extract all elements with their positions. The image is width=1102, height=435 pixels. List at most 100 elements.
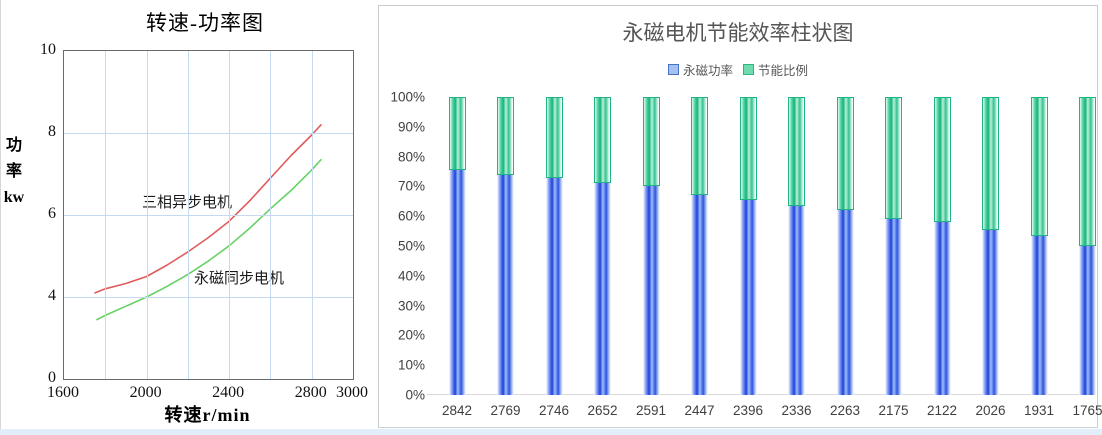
x-axis-line	[427, 394, 1093, 395]
bar-chart-x-axis-labels: 2842 2769 2746 2652 2591 2447 2396 2336 2263 2175…	[429, 403, 1102, 423]
y-axis-title-char: kw	[3, 189, 25, 206]
bar-segment-green	[594, 97, 611, 184]
y-tick-label: 30%	[397, 298, 425, 314]
bar-segment-blue	[1030, 235, 1048, 395]
y-tick-label: 8	[48, 123, 56, 140]
bar-segment-green	[885, 97, 902, 220]
bar-segment-blue	[885, 219, 902, 395]
y-tick-label: 10%	[397, 357, 425, 373]
y-tick-label: 40%	[397, 268, 425, 284]
stacked-bar-2026[interactable]	[982, 97, 999, 395]
y-tick-label: 0%	[405, 387, 425, 403]
stacked-bar-2591[interactable]	[642, 97, 660, 395]
x-tick-label: 3000	[336, 384, 368, 401]
y-tick-label: 100%	[390, 89, 425, 105]
legend-swatch-icon	[743, 64, 754, 75]
speed-power-line-chart[interactable]: 转速-功率图 功率 kw 三相异步电机 永磁同步电机 转速r/min 0 4 6 8 10…	[0, 0, 372, 430]
stacked-bar-2122[interactable]	[933, 97, 951, 395]
bar-segment-blue	[497, 174, 514, 395]
legend-item-永磁功率[interactable]: 永磁功率	[667, 60, 733, 79]
x-category-label: 2175	[878, 403, 909, 418]
y-tick-label: 20%	[397, 327, 425, 343]
left-chart-y-axis-title: 功率 kw	[2, 133, 26, 211]
legend-label: 永磁功率	[682, 64, 733, 78]
x-category-label: 2652	[587, 403, 618, 418]
x-tick-label: 2400	[212, 384, 245, 401]
bar-segment-green	[982, 97, 999, 230]
x-category-label: 2591	[635, 403, 667, 418]
bar-segment-green	[497, 97, 514, 175]
stacked-bar-2842[interactable]	[448, 97, 466, 395]
series-label-three-phase-async-motor: 三相异步电机	[142, 191, 232, 212]
bar-segment-blue	[982, 229, 999, 395]
stacked-bar-2447[interactable]	[691, 97, 708, 395]
energy-saving-bar-chart-panel[interactable]: 永磁电机节能效率柱状图 永磁功率 节能比例 0% 10% 20% 30% 40% 50% 60…	[378, 5, 1102, 428]
x-category-label: 1765	[1072, 403, 1102, 418]
bottom-strip	[0, 429, 1102, 435]
line-series-三相异步电机	[94, 124, 322, 294]
y-tick-label: 80%	[397, 149, 425, 165]
y-tick-label: 50%	[397, 238, 425, 254]
bar-segment-green	[691, 97, 708, 196]
bar-segment-blue	[1079, 246, 1096, 395]
bar-segment-green	[545, 97, 563, 178]
y-axis-title-char: 率	[5, 163, 22, 180]
y-tick-label: 90%	[397, 119, 425, 135]
x-category-label: 2396	[732, 403, 764, 418]
bar-segment-green	[739, 97, 757, 200]
y-tick-label: 60%	[397, 208, 425, 224]
gridline-horizontal	[64, 215, 353, 216]
gridline-horizontal	[64, 297, 353, 298]
x-category-label: 2026	[975, 403, 1006, 418]
y-tick-label: 0	[48, 369, 56, 386]
legend-swatch-icon	[667, 64, 679, 75]
stacked-bar-2746[interactable]	[545, 97, 563, 395]
stacked-bar-2336[interactable]	[788, 97, 805, 395]
bar-segment-blue	[642, 186, 660, 395]
x-category-label: 2263	[829, 403, 861, 418]
bar-chart-plot-area	[427, 97, 1096, 395]
bar-segment-green	[448, 97, 466, 170]
line-series-svg	[94, 124, 322, 321]
bar-segment-blue	[594, 183, 611, 395]
stacked-bar-2652[interactable]	[594, 97, 611, 395]
bar-chart-legend: 永磁功率 节能比例	[379, 60, 1097, 79]
y-tick-label: 10	[40, 41, 56, 58]
stacked-bar-2263[interactable]	[836, 97, 854, 395]
y-tick-label: 4	[48, 287, 56, 304]
line-series-永磁同步电机	[96, 158, 322, 321]
stacked-bar-2396[interactable]	[739, 97, 757, 395]
left-chart-plot-area: 三相异步电机 永磁同步电机	[63, 50, 354, 380]
x-tick-label: 1600	[47, 384, 79, 401]
x-category-label: 2122	[926, 403, 958, 418]
series-label-pm-sync-motor: 永磁同步电机	[194, 271, 285, 287]
left-chart-x-axis-title: 转速r/min	[164, 405, 251, 425]
x-category-label: 2447	[684, 403, 715, 418]
x-category-label: 2336	[781, 403, 812, 418]
x-category-label: 2769	[490, 403, 521, 418]
bar-segment-green	[933, 97, 951, 223]
stacked-bar-2175[interactable]	[885, 97, 902, 395]
x-category-label: 2842	[441, 403, 473, 418]
left-edge-divider	[0, 0, 1, 429]
bar-segment-blue	[691, 195, 708, 395]
x-tick-label: 2000	[129, 384, 162, 401]
legend-label: 节能比例	[758, 64, 809, 78]
left-chart-title: 转速-功率图	[146, 11, 264, 35]
bar-segment-blue	[545, 177, 563, 395]
bar-segment-blue	[933, 222, 951, 395]
bar-segment-blue	[739, 199, 757, 395]
stacked-bar-1931[interactable]	[1030, 97, 1048, 395]
bar-segment-green	[642, 97, 660, 187]
stacked-bar-2769[interactable]	[497, 97, 514, 395]
bar-chart-y-axis-labels: 0% 10% 20% 30% 40% 50% 60% 70% 80% 90% 100%	[379, 90, 425, 403]
x-tick-label: 2800	[294, 384, 327, 401]
legend-item-节能比例[interactable]: 节能比例	[743, 60, 808, 79]
x-category-label: 1931	[1023, 403, 1055, 418]
stacked-bar-1765[interactable]	[1079, 97, 1096, 395]
bar-chart-title: 永磁电机节能效率柱状图	[622, 22, 854, 45]
y-tick-label: 70%	[397, 178, 425, 194]
bar-segment-green	[1030, 97, 1048, 236]
bar-segment-green	[1079, 97, 1096, 246]
